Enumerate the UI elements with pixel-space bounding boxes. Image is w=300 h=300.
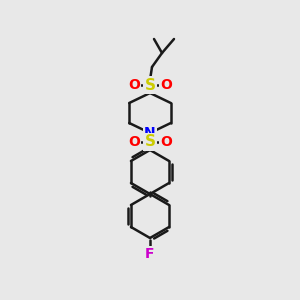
Text: F: F: [145, 247, 155, 261]
Text: O: O: [128, 135, 140, 149]
Text: O: O: [160, 135, 172, 149]
Text: S: S: [145, 134, 155, 149]
Text: O: O: [160, 78, 172, 92]
Text: N: N: [144, 126, 156, 140]
Text: O: O: [128, 78, 140, 92]
Text: S: S: [145, 77, 155, 92]
